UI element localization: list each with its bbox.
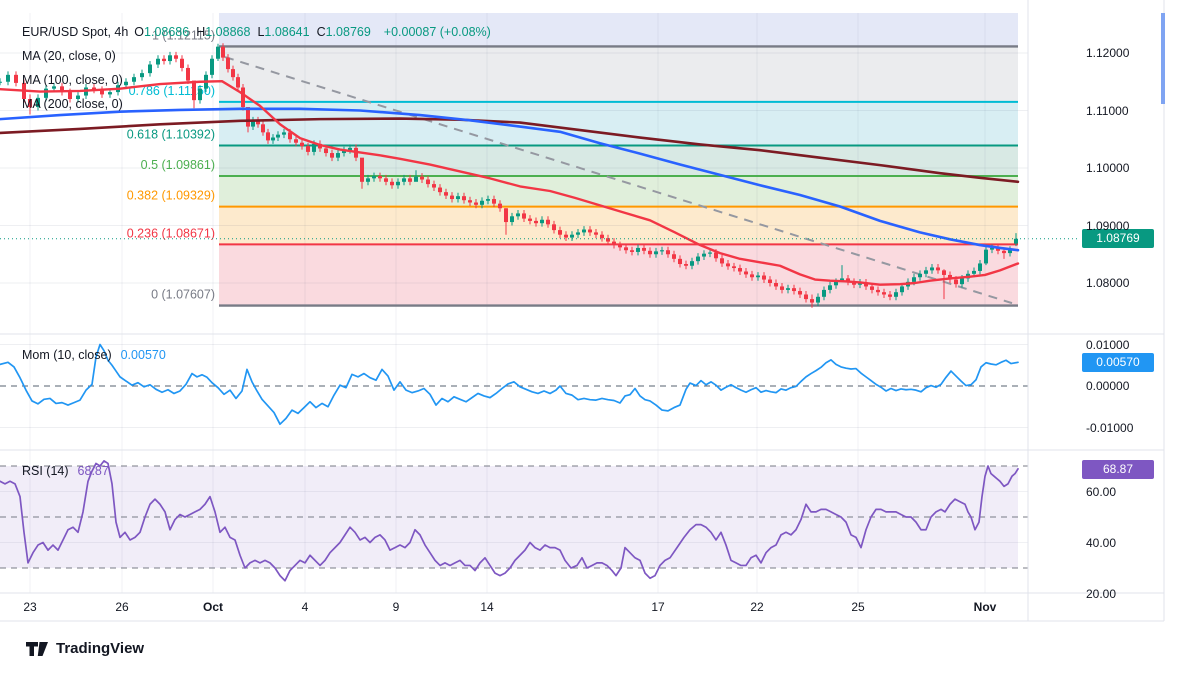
fib-label: 0.382 (1.09329) [127,189,215,203]
fib-label: 0.5 (1.09861) [141,158,215,172]
fib-label: 1 (1.12115) [152,28,215,42]
fib-label: 0.618 (1.10392) [127,127,215,141]
fib-label: 0 (1.07607) [151,288,215,302]
fib-label: 0.236 (1.08671) [127,226,215,240]
